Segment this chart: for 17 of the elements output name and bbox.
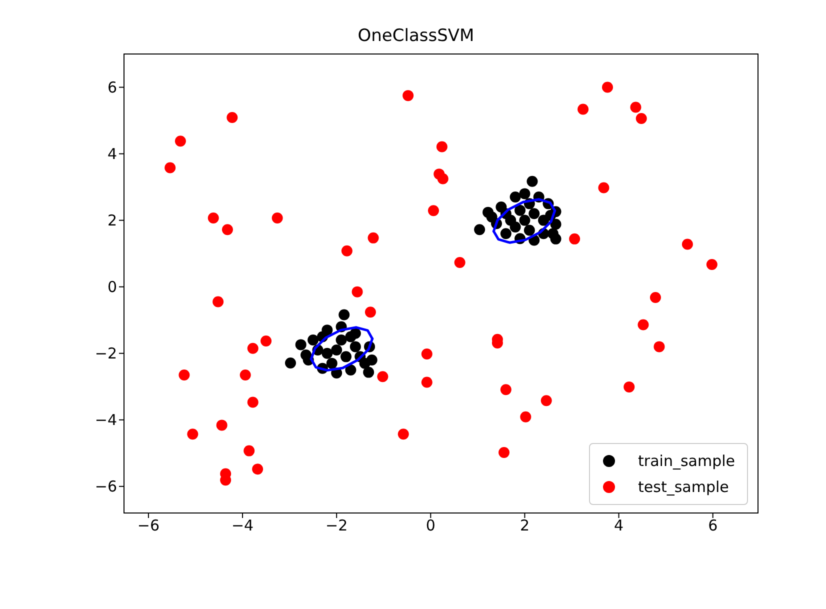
chart-title: OneClassSVM [356, 26, 476, 46]
y-tick-label: 2 [107, 212, 117, 230]
y-tick-label: −6 [94, 478, 117, 496]
legend-label: train_sample [638, 452, 735, 470]
y-tick-label: −2 [94, 344, 117, 363]
x-tick-label: −6 [137, 516, 160, 535]
legend-label: test_sample [638, 478, 729, 496]
x-tick-label: 4 [614, 516, 624, 535]
x-tick-label: 6 [708, 516, 718, 535]
y-tick-label: 0 [107, 278, 117, 296]
x-tick-label: 0 [426, 516, 436, 535]
x-tick-label: 2 [520, 516, 530, 535]
y-tick-label: 6 [107, 78, 117, 97]
x-tick-label: −4 [231, 516, 254, 535]
y-tick-label: 4 [107, 145, 117, 164]
y-tick-label: −4 [94, 411, 117, 430]
x-tick-label: −2 [326, 516, 348, 535]
